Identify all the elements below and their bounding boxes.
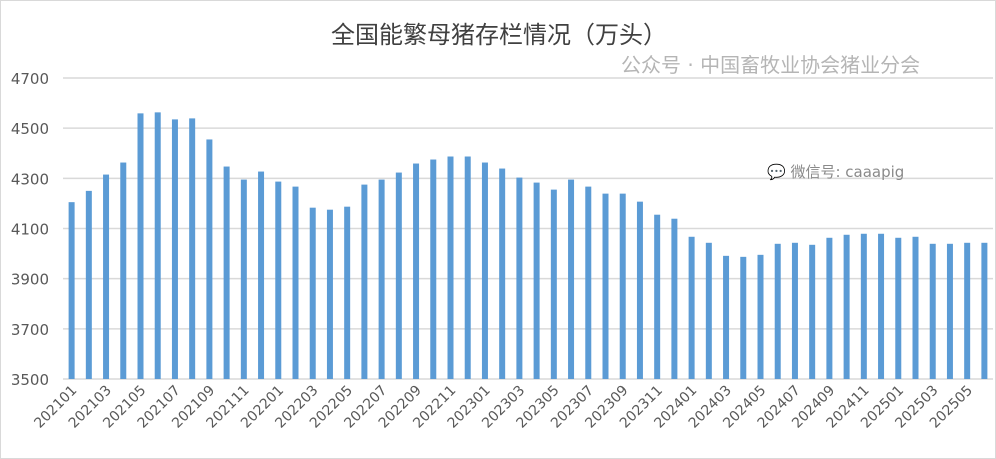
y-tick-label: 4500	[11, 120, 49, 138]
bar-202209	[413, 163, 420, 379]
bar-202112	[258, 171, 265, 379]
bar-202406	[774, 243, 781, 379]
bar-202212	[464, 156, 471, 379]
y-tick-label: 3500	[11, 371, 49, 389]
bar-202107	[171, 119, 178, 379]
y-tick-label: 3900	[11, 271, 49, 289]
bar-202204	[326, 209, 333, 379]
bar-202308	[602, 193, 609, 379]
bar-202202	[292, 186, 299, 379]
bar-202312	[671, 218, 678, 379]
bar-202207	[378, 179, 385, 379]
bar-202404	[740, 256, 747, 379]
bar-202111	[240, 179, 247, 379]
bar-202208	[395, 172, 402, 379]
bar-202403	[723, 255, 730, 379]
bar-202504	[946, 243, 953, 379]
y-tick-label: 4300	[11, 170, 49, 188]
bar-202206	[361, 184, 368, 379]
bar-202205	[344, 206, 351, 379]
bar-202410	[843, 234, 850, 379]
bar-202304	[533, 182, 540, 379]
y-tick-label: 4700	[11, 70, 49, 88]
bar-202407	[791, 242, 798, 379]
bar-202310	[636, 201, 643, 379]
bar-202102	[85, 190, 92, 379]
bar-202405	[757, 254, 764, 379]
bar-202502	[912, 236, 919, 379]
bar-202302	[499, 168, 506, 379]
bar-202305	[550, 189, 557, 379]
bar-202412	[878, 233, 885, 379]
bar-202309	[619, 193, 626, 379]
bar-202109	[206, 139, 213, 379]
bar-202402	[705, 242, 712, 379]
bar-202101	[68, 202, 75, 379]
bar-202408	[809, 244, 816, 379]
bar-202108	[189, 118, 196, 380]
bar-202110	[223, 166, 230, 379]
wechat-icon: 💬	[767, 163, 791, 181]
bar-202303	[516, 177, 523, 379]
bar-202503	[929, 243, 936, 379]
bar-202301	[481, 162, 488, 379]
bar-202401	[688, 236, 695, 379]
bar-202201	[275, 181, 282, 379]
wechat-id-text: 微信号: caaapig	[790, 163, 905, 181]
bar-202103	[103, 174, 110, 379]
account-watermark: 公众号 · 中国畜牧业协会猪业分会	[621, 53, 921, 77]
bar-202311	[654, 214, 661, 379]
bar-202203	[309, 207, 316, 379]
y-tick-label: 4100	[11, 221, 49, 239]
bar-202106	[154, 112, 161, 379]
bar-202506	[981, 242, 988, 379]
bar-202411	[860, 233, 867, 379]
bar-202501	[895, 237, 902, 379]
bar-202306	[568, 179, 575, 379]
wechat-watermark: 💬 微信号: caaapig	[767, 161, 904, 182]
bar-202505	[964, 242, 971, 379]
bar-202409	[826, 237, 833, 379]
bar-202105	[137, 113, 144, 380]
bar-202211	[447, 156, 454, 379]
bar-202104	[120, 162, 127, 379]
bar-202307	[585, 186, 592, 379]
bar-202210	[430, 159, 437, 379]
chart-title: 全国能繁母猪存栏情况（万头）	[331, 21, 667, 49]
y-tick-label: 3700	[11, 321, 49, 339]
